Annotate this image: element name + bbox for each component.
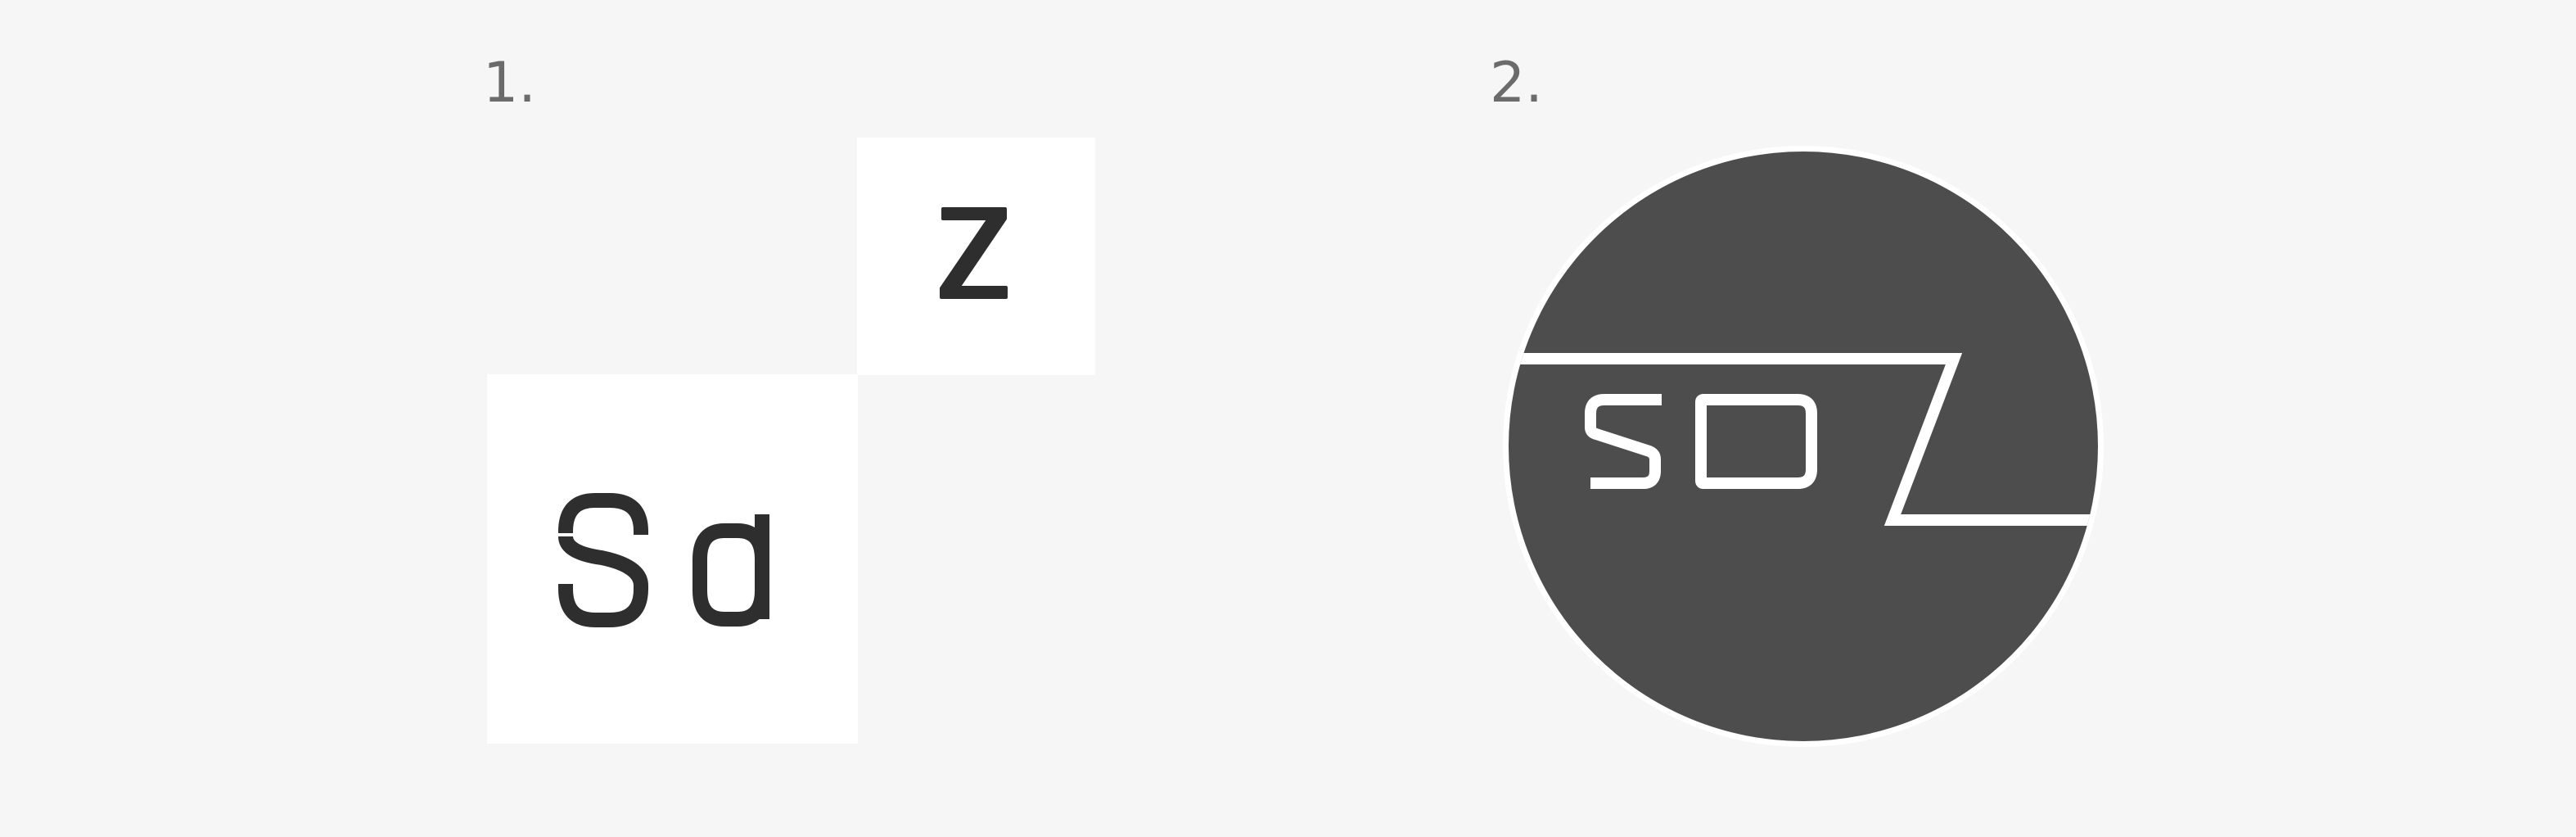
variant-1-number: 1. — [483, 51, 536, 115]
letter-z-glyph — [940, 207, 1008, 299]
variant-2-number: 2. — [1490, 51, 1543, 115]
logo-tile-sd — [487, 374, 858, 744]
letters-sd-glyph — [558, 493, 769, 627]
logo-tile-z — [857, 138, 1095, 375]
circle-emblem — [1490, 139, 2112, 762]
sdz-emblem-glyph — [1503, 146, 2104, 747]
